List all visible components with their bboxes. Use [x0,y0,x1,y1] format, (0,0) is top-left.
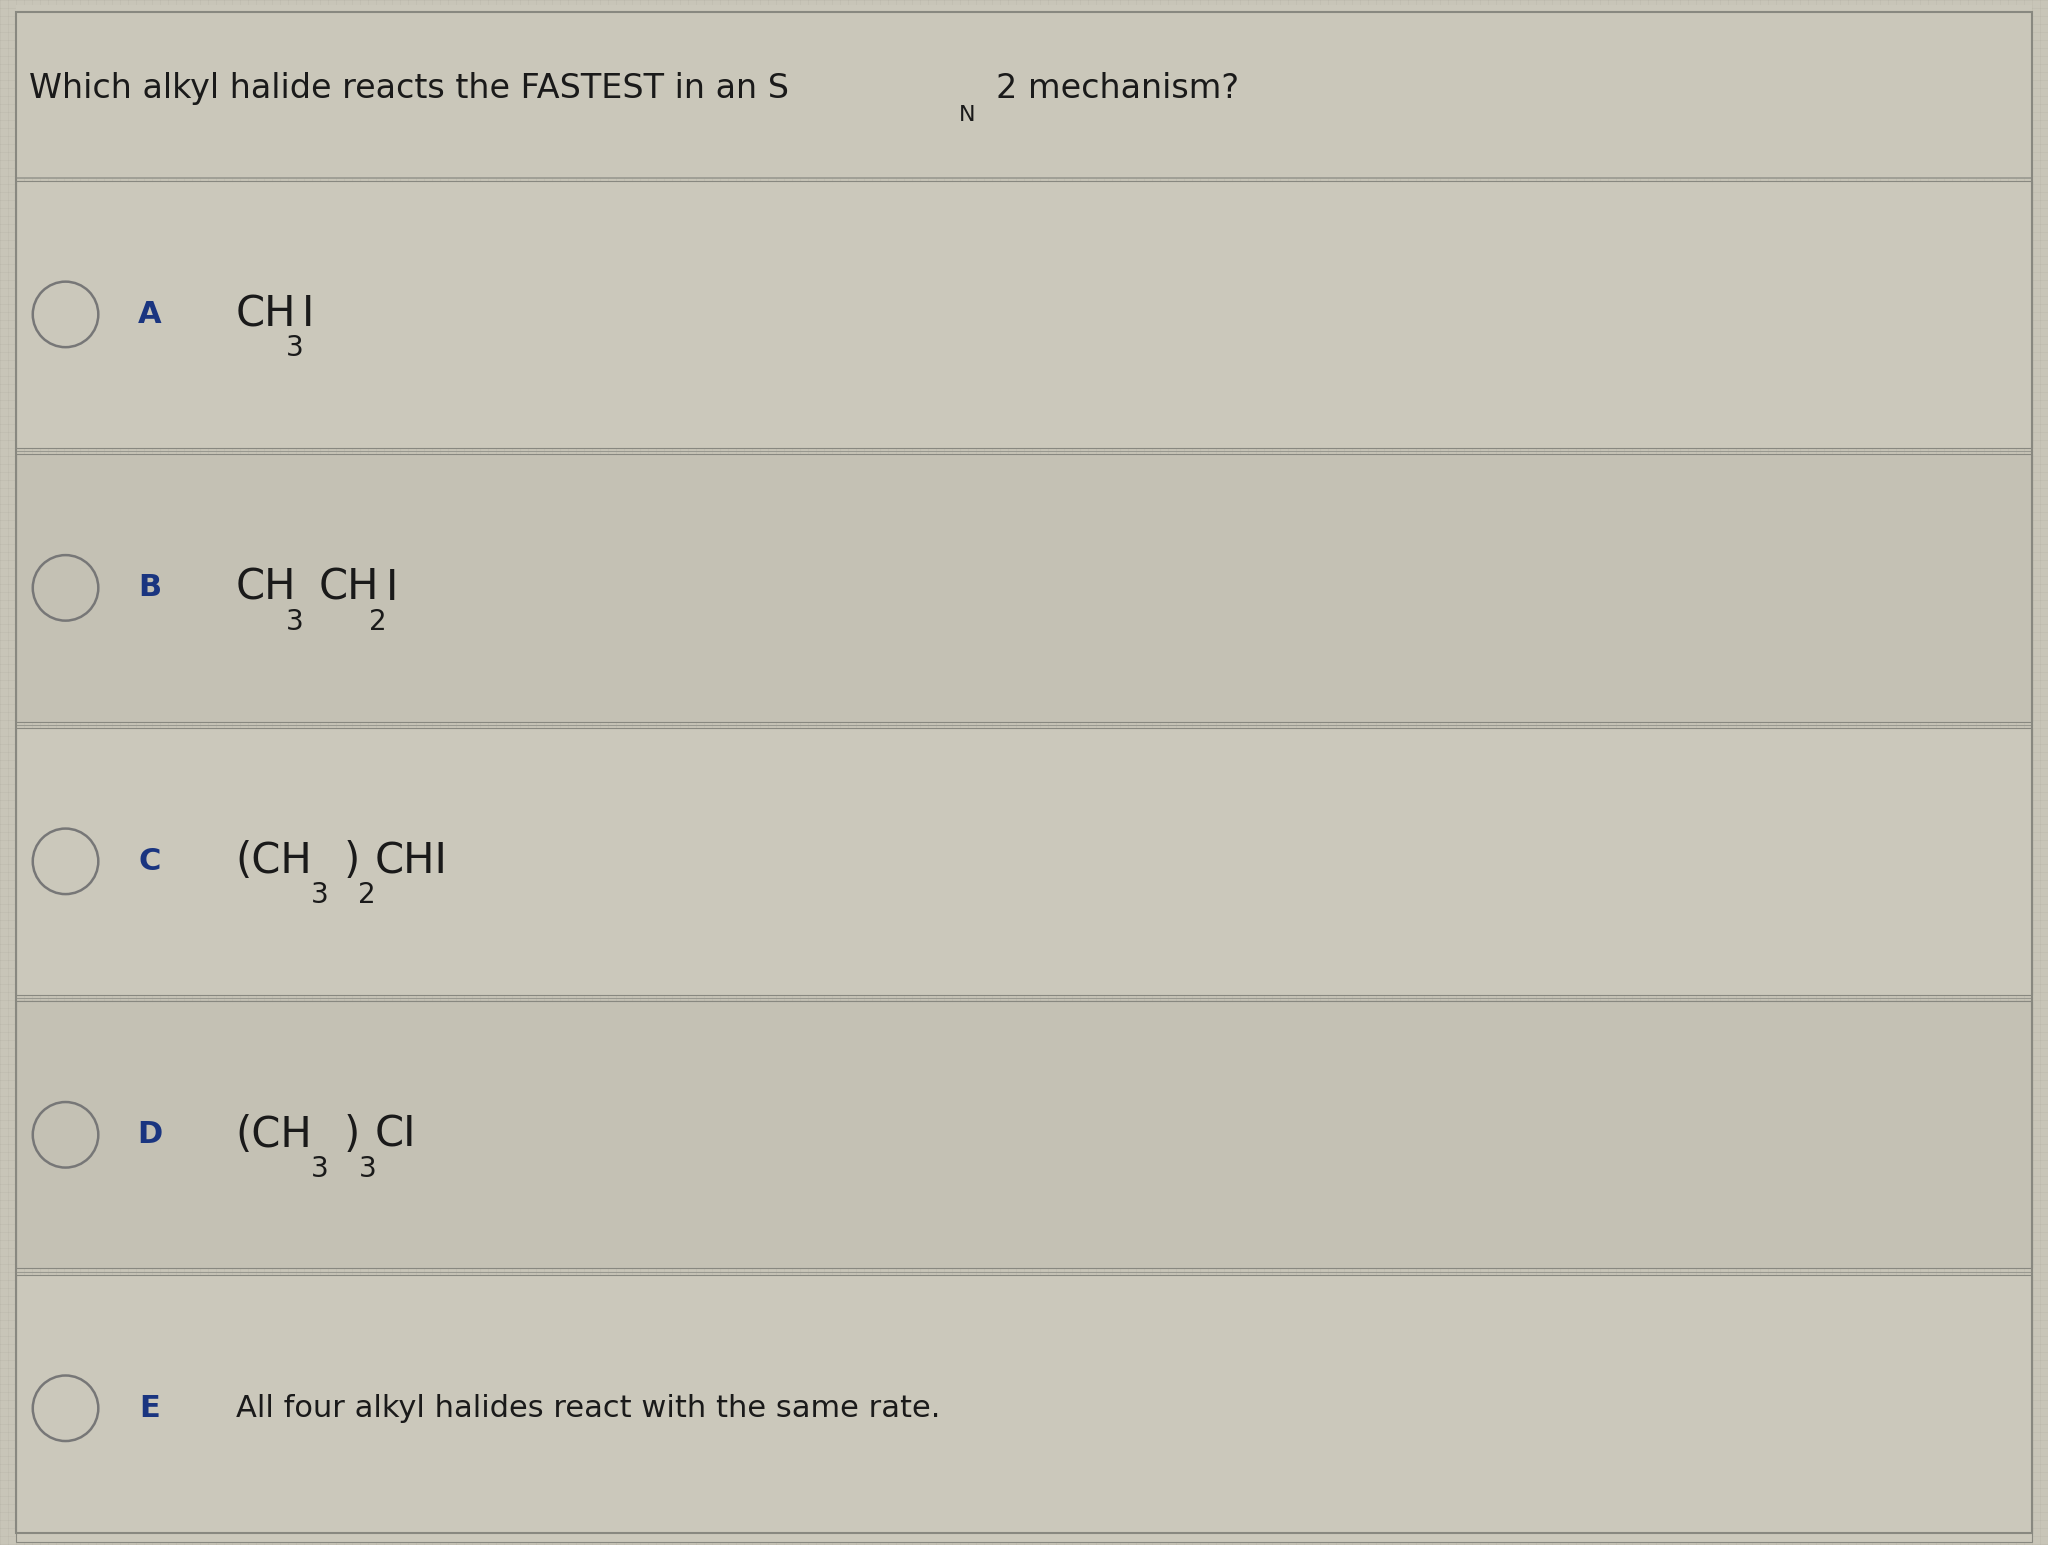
Text: CI: CI [375,1114,416,1156]
Text: ): ) [344,840,360,882]
Text: (CH: (CH [236,1114,311,1156]
Bar [16,5,2032,178]
Text: 2: 2 [358,881,377,910]
Text: Which alkyl halide reacts the FASTEST in an S: Which alkyl halide reacts the FASTEST in… [29,73,788,105]
Text: 3: 3 [311,881,328,910]
Text: A: A [137,300,162,329]
Text: 2 mechanism?: 2 mechanism? [995,73,1239,105]
Text: I: I [385,567,397,609]
Text: 3: 3 [285,334,303,363]
Text: CH: CH [236,567,297,609]
Text: CH: CH [319,567,379,609]
Text: 3: 3 [311,1154,328,1183]
Bar [16,181,2032,448]
Text: N: N [958,105,975,125]
Text: CHI: CHI [375,840,449,882]
Text: ): ) [344,1114,360,1156]
Text: CH: CH [236,294,297,335]
Text: I: I [303,294,315,335]
Text: 3: 3 [285,607,303,637]
Text: C: C [139,847,160,876]
Text: E: E [139,1394,160,1423]
Text: B: B [137,573,162,603]
Bar [16,1275,2032,1542]
Text: All four alkyl halides react with the same rate.: All four alkyl halides react with the sa… [236,1394,940,1423]
Text: (CH: (CH [236,840,311,882]
Text: 2: 2 [369,607,387,637]
Text: D: D [137,1120,162,1149]
Bar [16,728,2032,995]
Bar [16,454,2032,722]
Text: 3: 3 [358,1154,377,1183]
Bar [16,1001,2032,1268]
